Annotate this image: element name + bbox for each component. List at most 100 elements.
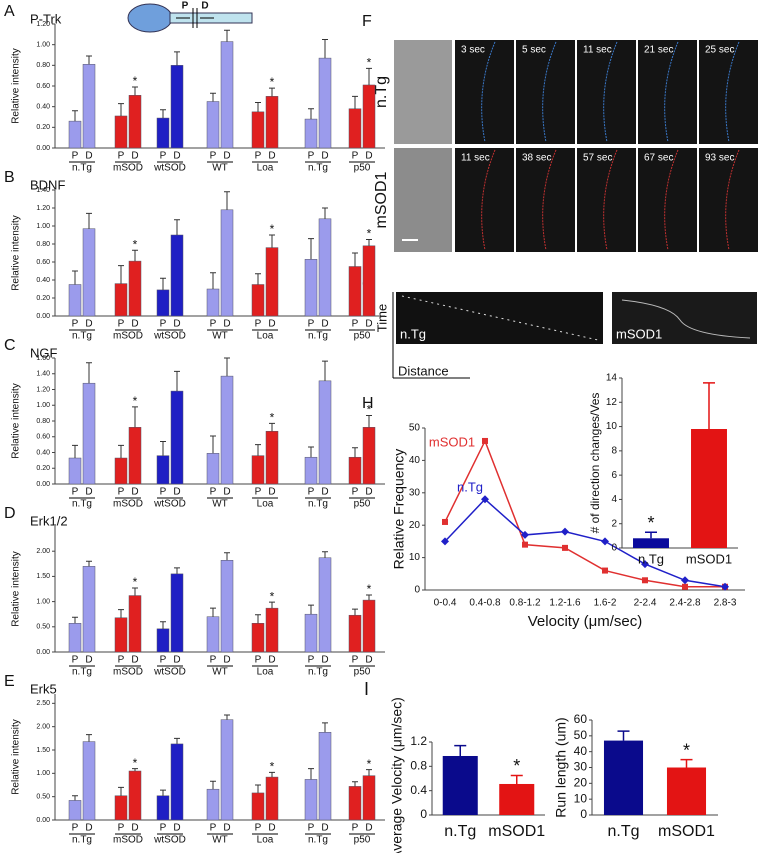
series-label: n.Tg [457,479,483,494]
group-label: n.Tg [72,499,92,510]
time-label: 3 sec [461,45,485,56]
group-label: mSOD [113,331,143,342]
x-axis-label: Velocity (μm/sec) [528,613,643,630]
frame [516,148,575,252]
bar [348,108,362,149]
bar-label: D [268,487,275,498]
axis-label: Distance [398,363,449,378]
frame [455,40,514,144]
significance: * [270,589,275,603]
error-bar [118,786,124,796]
point [602,567,608,574]
error-bar [210,272,216,289]
line [444,439,725,588]
bar-label: P [210,319,217,330]
panel-letter: I [364,679,369,699]
axon-trace [481,41,496,143]
y-tick-label: 50 [409,423,421,434]
group-label: WT [212,835,228,846]
group-label: wtSOD [153,667,186,678]
significance: * [270,75,275,89]
bar [362,599,376,653]
bar [251,792,265,821]
bar-label: D [85,823,92,834]
bar-label: P [118,319,125,330]
group-label: n.Tg [72,835,92,846]
chart-title: Erk5 [30,681,57,696]
error-bar [72,444,78,459]
error-bar [322,722,328,733]
bar [362,775,376,821]
error-bar [255,614,261,624]
bar-label: P [210,151,217,162]
y-tick-label: 0.20 [36,465,50,472]
bar-label: D [321,319,328,330]
error-bar [210,435,216,454]
error-bar [352,447,358,458]
bar-label: P [352,823,359,834]
panel-letter: C [4,337,16,354]
error-bar [72,110,78,122]
bar-label: D [223,487,230,498]
bar [348,456,362,485]
y-tick-label: 6 [611,470,617,481]
point [521,530,529,539]
group-label: n.Tg [308,499,328,510]
time-label: 57 sec [583,153,612,164]
point [561,527,569,536]
group-label: Loa [257,667,274,678]
error-bar [308,768,314,780]
y-tick-label: 10 [574,791,588,805]
bar [206,288,220,317]
error-bar [174,737,180,744]
error-bar [210,607,216,617]
bar-label: P [210,487,217,498]
bar [251,623,265,653]
error-bar [160,277,166,290]
bar [318,218,332,317]
significance: * [367,227,372,241]
bar-label: P [308,823,315,834]
significance: * [133,575,138,589]
track [621,299,751,339]
y-tick-label: 20 [409,520,421,531]
error-bar [132,86,138,96]
y-tick-label: 0 [414,585,420,596]
y-tick-label: 1.60 [36,355,50,362]
bar [318,732,332,821]
error-bar [269,422,275,432]
axon-trace [603,41,618,143]
bar [304,259,318,317]
bar-label: D [131,487,138,498]
bar-label: P [255,823,262,834]
bar-label: P [352,655,359,666]
bar-label: D [223,655,230,666]
bar [206,101,220,149]
bar [666,767,707,815]
bar [633,538,669,548]
error-bar [132,249,138,262]
bar [362,245,376,317]
error-bar [160,109,166,119]
y-axis-label: Run length (um) [553,717,569,817]
error-bar [366,769,372,776]
y-tick-label: 30 [574,760,588,774]
bar-label: P [308,319,315,330]
bar [251,111,265,149]
error-bar [118,444,124,459]
y-tick-label: 0 [611,543,617,554]
axon-trace [664,149,679,251]
frame [516,40,575,144]
point [442,518,448,525]
error-bar [210,92,216,102]
error-bar [645,531,657,539]
significance: * [133,74,138,88]
bar [362,427,376,485]
bar-label: P [352,151,359,162]
time-label: 25 sec [705,45,734,56]
error-bar [269,87,275,97]
y-tick-label: 0.40 [36,277,50,284]
significance: * [647,513,654,533]
x-tick-label: 2.8-3 [714,598,737,609]
